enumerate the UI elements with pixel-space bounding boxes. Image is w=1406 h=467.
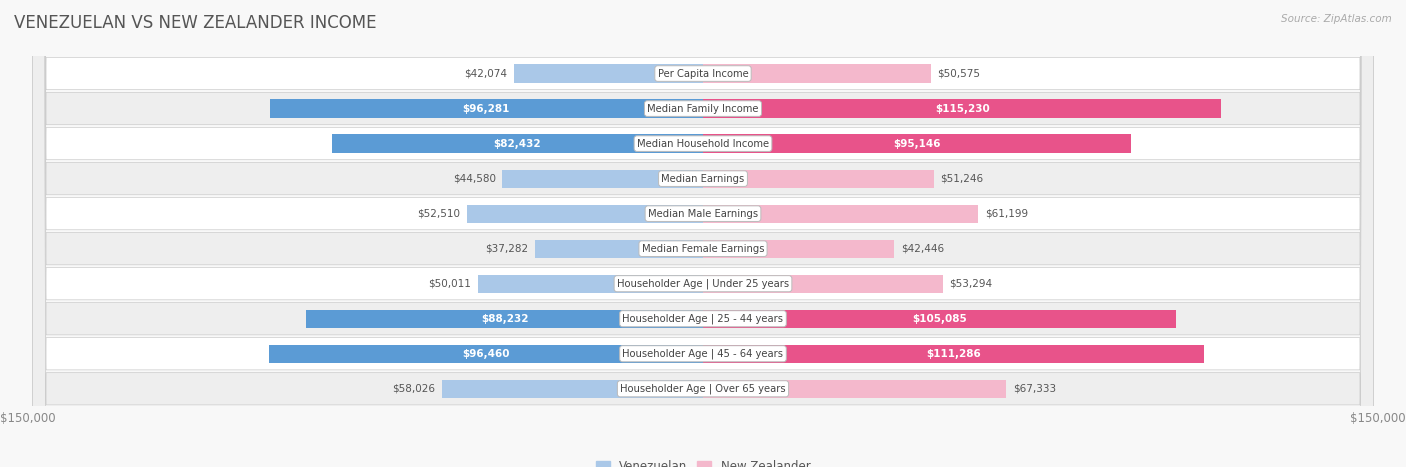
Bar bbox=[703, 64, 931, 83]
Bar bbox=[270, 99, 703, 118]
Bar bbox=[513, 64, 703, 83]
Text: Median Female Earnings: Median Female Earnings bbox=[641, 244, 765, 254]
Text: $44,580: $44,580 bbox=[453, 174, 496, 184]
Text: Median Family Income: Median Family Income bbox=[647, 104, 759, 113]
FancyBboxPatch shape bbox=[32, 0, 1374, 467]
Text: $115,230: $115,230 bbox=[935, 104, 990, 113]
Text: $82,432: $82,432 bbox=[494, 139, 541, 149]
Text: $42,074: $42,074 bbox=[464, 69, 508, 78]
Bar bbox=[703, 380, 1005, 398]
FancyBboxPatch shape bbox=[32, 0, 1374, 467]
Text: $95,146: $95,146 bbox=[893, 139, 941, 149]
Text: Source: ZipAtlas.com: Source: ZipAtlas.com bbox=[1281, 14, 1392, 24]
Bar bbox=[703, 170, 934, 188]
Text: $96,460: $96,460 bbox=[463, 349, 510, 359]
Bar bbox=[467, 205, 703, 223]
Bar bbox=[269, 345, 703, 363]
Text: $61,199: $61,199 bbox=[986, 209, 1028, 219]
Bar bbox=[703, 345, 1204, 363]
Bar bbox=[332, 134, 703, 153]
Text: $42,446: $42,446 bbox=[901, 244, 943, 254]
Text: $37,282: $37,282 bbox=[485, 244, 529, 254]
Bar bbox=[703, 310, 1175, 328]
FancyBboxPatch shape bbox=[32, 0, 1374, 467]
Bar bbox=[478, 275, 703, 293]
FancyBboxPatch shape bbox=[32, 0, 1374, 467]
Text: $67,333: $67,333 bbox=[1012, 384, 1056, 394]
Legend: Venezuelan, New Zealander: Venezuelan, New Zealander bbox=[591, 455, 815, 467]
Text: $53,294: $53,294 bbox=[949, 279, 993, 289]
Bar bbox=[703, 240, 894, 258]
Text: Householder Age | Over 65 years: Householder Age | Over 65 years bbox=[620, 383, 786, 394]
Bar bbox=[703, 205, 979, 223]
Bar bbox=[441, 380, 703, 398]
Text: VENEZUELAN VS NEW ZEALANDER INCOME: VENEZUELAN VS NEW ZEALANDER INCOME bbox=[14, 14, 377, 32]
Text: Median Male Earnings: Median Male Earnings bbox=[648, 209, 758, 219]
Text: Per Capita Income: Per Capita Income bbox=[658, 69, 748, 78]
Text: $51,246: $51,246 bbox=[941, 174, 983, 184]
FancyBboxPatch shape bbox=[32, 0, 1374, 467]
FancyBboxPatch shape bbox=[32, 0, 1374, 467]
Text: $111,286: $111,286 bbox=[927, 349, 981, 359]
FancyBboxPatch shape bbox=[32, 0, 1374, 467]
Text: Householder Age | 45 - 64 years: Householder Age | 45 - 64 years bbox=[623, 348, 783, 359]
Text: $88,232: $88,232 bbox=[481, 314, 529, 324]
Text: $96,281: $96,281 bbox=[463, 104, 510, 113]
Bar bbox=[703, 99, 1222, 118]
Text: Median Household Income: Median Household Income bbox=[637, 139, 769, 149]
Text: $52,510: $52,510 bbox=[418, 209, 460, 219]
Bar bbox=[307, 310, 703, 328]
Bar bbox=[536, 240, 703, 258]
Text: Median Earnings: Median Earnings bbox=[661, 174, 745, 184]
Bar bbox=[502, 170, 703, 188]
Text: $105,085: $105,085 bbox=[912, 314, 967, 324]
Text: Householder Age | 25 - 44 years: Householder Age | 25 - 44 years bbox=[623, 313, 783, 324]
FancyBboxPatch shape bbox=[32, 0, 1374, 467]
Text: $50,575: $50,575 bbox=[938, 69, 980, 78]
Bar bbox=[703, 275, 943, 293]
Text: $50,011: $50,011 bbox=[429, 279, 471, 289]
FancyBboxPatch shape bbox=[32, 0, 1374, 467]
Text: Householder Age | Under 25 years: Householder Age | Under 25 years bbox=[617, 278, 789, 289]
Bar bbox=[703, 134, 1130, 153]
FancyBboxPatch shape bbox=[32, 0, 1374, 467]
Text: $58,026: $58,026 bbox=[392, 384, 436, 394]
